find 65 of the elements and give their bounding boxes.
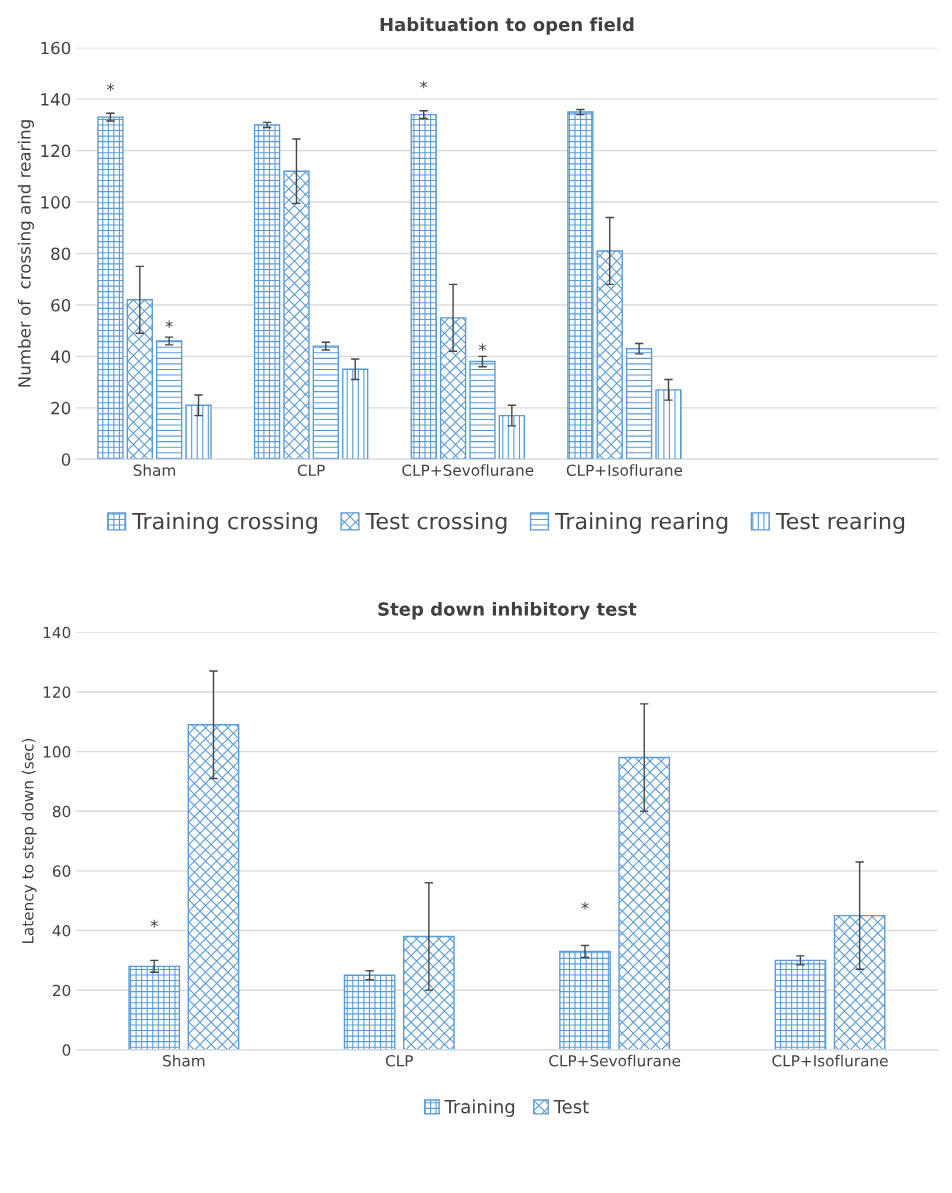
- bar: [833, 914, 886, 1050]
- bar: [128, 965, 181, 1050]
- bar: [126, 299, 153, 460]
- legend-label: Training crossing: [132, 512, 317, 534]
- annotation: *: [581, 901, 589, 910]
- y-axis-title: Number of crossing and rearing: [17, 120, 34, 387]
- x-tick-label: CLP+Sevoflurane: [402, 464, 534, 476]
- annotation: *: [478, 343, 487, 352]
- bar: [253, 124, 281, 460]
- y-tick-label: 60: [52, 865, 71, 877]
- chart-title: Habituation to open field: [380, 17, 634, 35]
- y-tick-label: 100: [43, 746, 71, 758]
- legend-label: Training: [444, 1099, 515, 1117]
- bar: [596, 250, 623, 460]
- y-tick-label: 0: [61, 453, 71, 466]
- bar: [97, 116, 124, 460]
- y-tick-label: 140: [43, 626, 71, 639]
- bar: [625, 347, 653, 460]
- bar: [618, 756, 671, 1050]
- y-tick-label: 120: [41, 144, 71, 158]
- x-tick-label: CLP+Sevoflurane: [549, 1054, 681, 1067]
- y-axis-title: Latency to step down (sec): [21, 738, 37, 944]
- bar: [410, 113, 437, 460]
- annotation: *: [106, 83, 115, 91]
- chart-title: Step down inhibitory test: [378, 601, 637, 620]
- y-tick-label: 140: [41, 93, 71, 106]
- bar: [655, 389, 682, 460]
- legend-label: Test: [553, 1100, 589, 1114]
- x-tick-label: CLP+Isoflurane: [772, 1054, 888, 1067]
- legend-label: Training rearing: [554, 512, 728, 534]
- y-tick-label: 120: [43, 686, 71, 698]
- y-tick-label: 20: [51, 401, 71, 415]
- bar: [498, 414, 526, 460]
- y-tick-label: 40: [52, 925, 71, 937]
- x-tick-label: Sham: [133, 464, 175, 476]
- legend-label: Test rearing: [775, 512, 905, 534]
- y-tick-label: 80: [51, 247, 71, 261]
- bar: [774, 959, 827, 1050]
- bar: [402, 935, 455, 1050]
- legend-label: Test crossing: [365, 512, 507, 534]
- annotation: *: [165, 320, 173, 328]
- y-tick-label: 40: [50, 350, 71, 363]
- bar: [312, 345, 339, 460]
- bar: [559, 950, 611, 1050]
- bar: [185, 404, 212, 460]
- annotation: *: [150, 919, 158, 928]
- annotation: *: [420, 80, 428, 89]
- x-tick-label: Sham: [163, 1054, 205, 1067]
- y-tick-label: 160: [41, 41, 71, 55]
- y-tick-label: 0: [62, 1044, 71, 1056]
- y-tick-label: 100: [41, 196, 71, 209]
- x-tick-label: CLP: [385, 1054, 413, 1067]
- bar: [342, 368, 369, 460]
- bar: [343, 974, 396, 1050]
- y-tick-label: 80: [52, 805, 71, 818]
- bar: [155, 340, 183, 460]
- x-tick-label: CLP: [297, 464, 325, 476]
- y-tick-label: 60: [51, 298, 71, 312]
- bar: [187, 724, 240, 1050]
- bar: [469, 360, 496, 460]
- bar: [567, 111, 594, 460]
- x-tick-label: CLP+Isoflurane: [566, 464, 683, 476]
- y-tick-label: 20: [52, 984, 71, 997]
- bar: [439, 317, 467, 460]
- bar: [283, 170, 310, 460]
